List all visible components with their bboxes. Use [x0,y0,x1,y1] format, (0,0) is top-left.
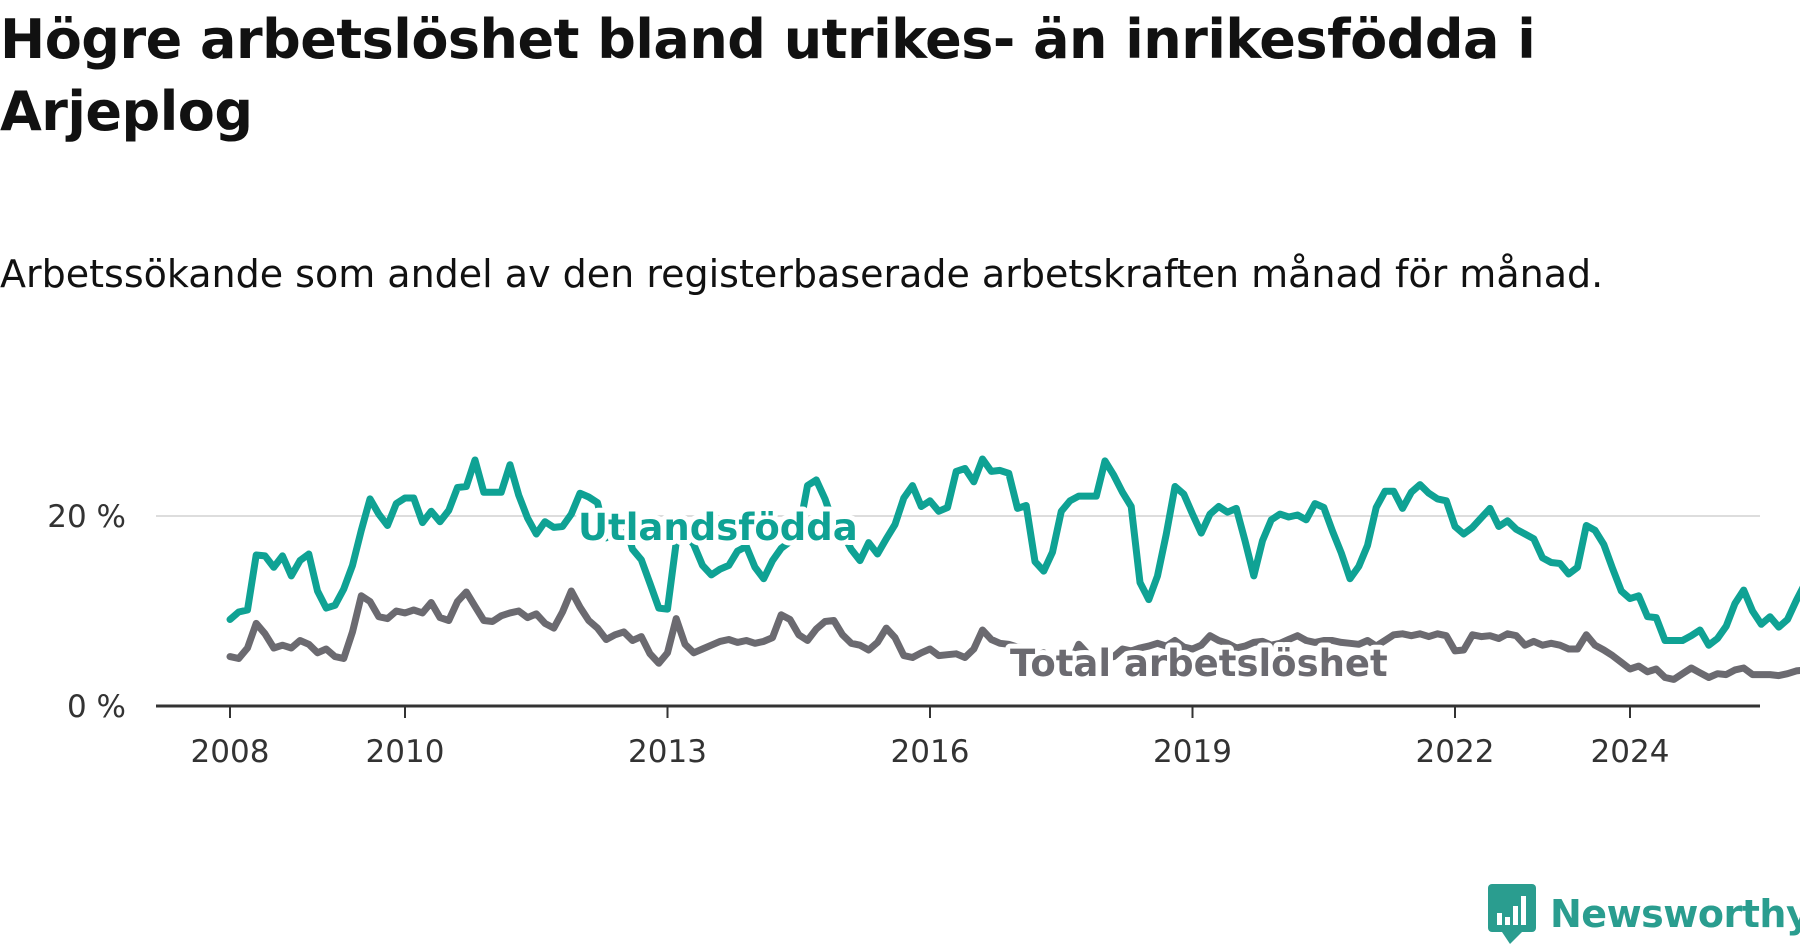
y-tick-label: 0 % [67,689,126,725]
series-line-0 [226,455,1800,649]
x-tick-label: 2016 [891,734,970,770]
x-tick-label: 2008 [191,734,270,770]
series-name-label-0: Utlandsfödda [578,506,858,549]
chart-subtitle: Arbetssökande som andel av den registerb… [0,252,1604,296]
series-layer [226,455,1800,683]
x-tick-label: 2010 [366,734,445,770]
axes: 0 % 20 % 2008 2010 2013 2016 2019 2022 2024 [47,499,1760,770]
newsworthy-logo: Newsworthy [1488,884,1800,944]
x-tick-label: 2013 [628,734,707,770]
chart-title: Högre arbetslöshet bland utrikes- än inr… [0,8,1536,143]
series-line-1 [226,587,1800,683]
x-tick-label: 2019 [1153,734,1232,770]
bar-chart-logo-icon [1488,884,1536,944]
x-tick-label: 2024 [1591,734,1670,770]
x-tick-label: 2022 [1416,734,1495,770]
y-tick-label: 20 % [47,499,126,535]
series-name-label-1: Total arbetslöshet [1010,642,1388,685]
logo-text: Newsworthy [1550,892,1800,936]
